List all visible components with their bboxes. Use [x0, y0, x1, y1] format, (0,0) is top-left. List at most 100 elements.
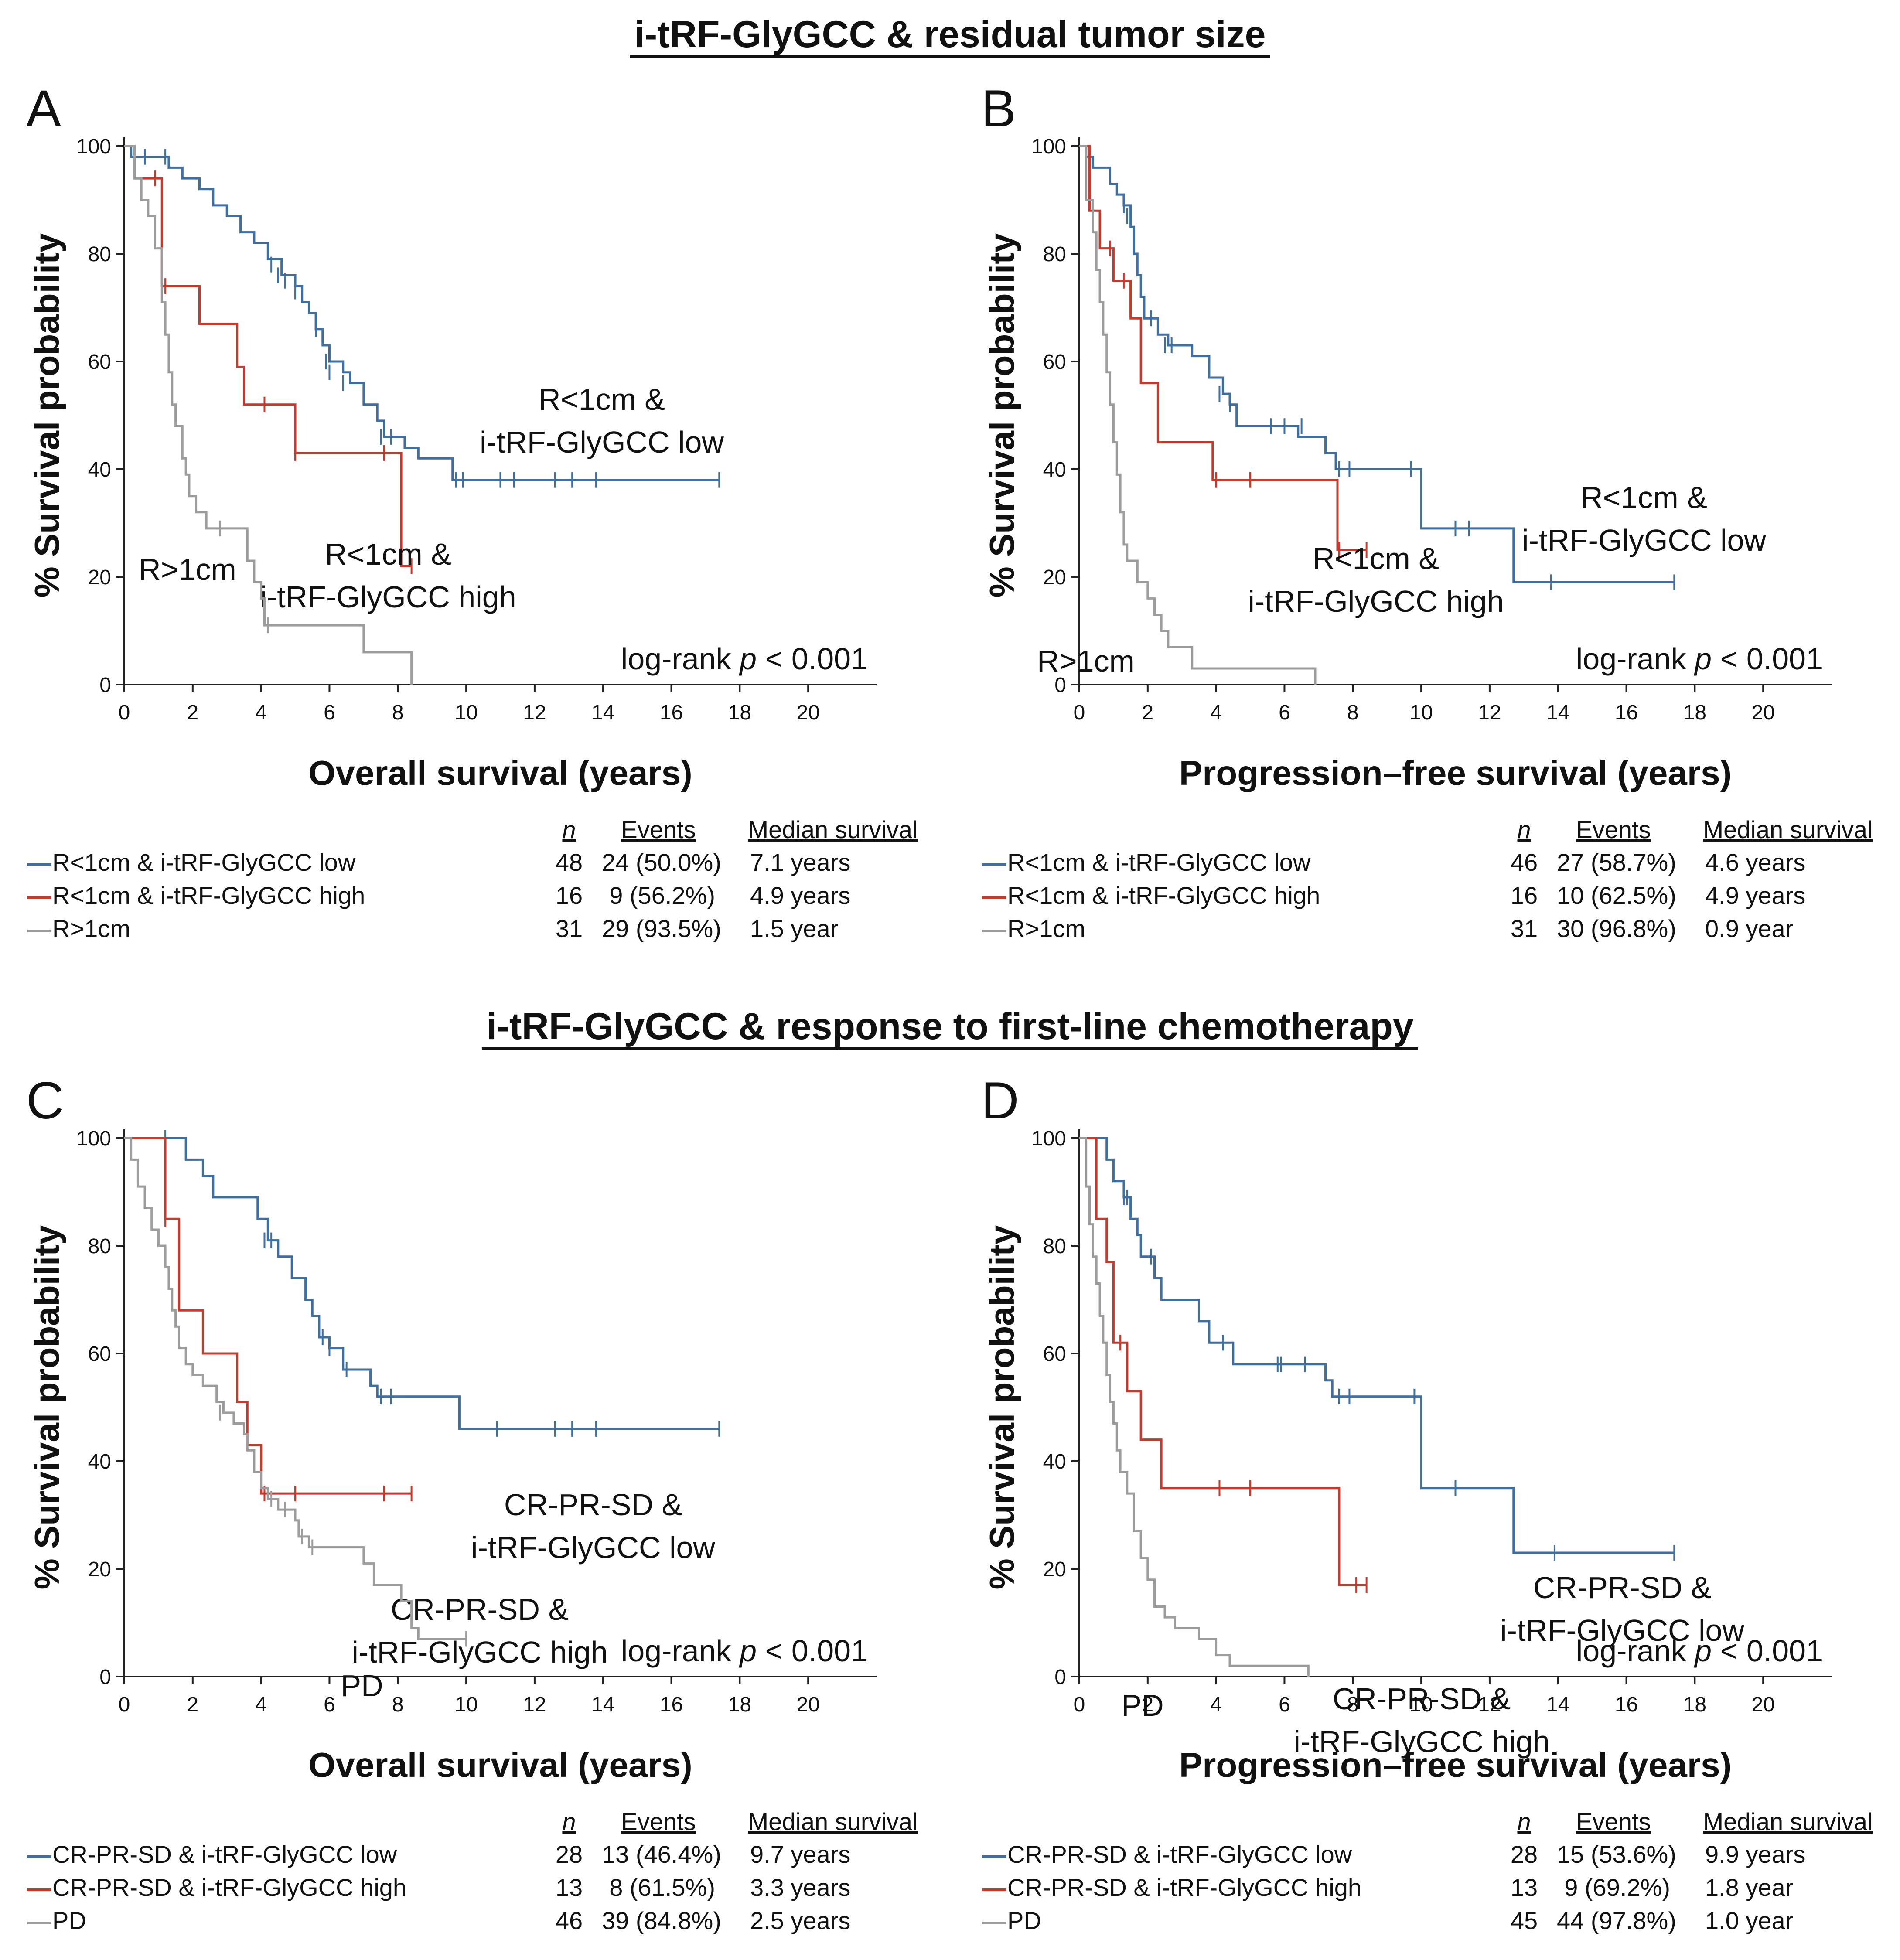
legend-median: 9.9 years	[1705, 1841, 1806, 1868]
x-tick-label: 10	[454, 1693, 478, 1716]
legend-swatch	[982, 896, 1006, 899]
x-tick-label: 12	[1478, 1693, 1501, 1716]
legend-label: R<1cm & i-tRF-GlyGCC low	[1007, 849, 1311, 876]
curve-label: i-tRF-GlyGCC low	[1522, 523, 1766, 557]
curve-label: i-tRF-GlyGCC low	[471, 1531, 715, 1565]
curve-label: PD	[1121, 1688, 1163, 1722]
x-tick-label: 0	[1074, 701, 1085, 724]
x-tick-label: 8	[1347, 1693, 1359, 1716]
x-tick-label: 0	[1074, 1693, 1085, 1716]
curve-label: PD	[341, 1669, 383, 1703]
curve-label: i-tRF-GlyGCC high	[1293, 1725, 1549, 1759]
legend-row: R>1cm 31 29 (93.5%) 1.5 year	[26, 914, 959, 945]
legend-swatch	[27, 1888, 51, 1891]
legend-n: 46	[555, 1907, 583, 1934]
panel-a: A 0 2 4 6 8 10 12 14 16 18 20 0 20 40 60 80 100 Overall s…	[26, 78, 951, 968]
x-tick-label: 2	[1142, 701, 1153, 724]
curve-label: i-tRF-GlyGCC low	[1500, 1613, 1744, 1647]
legend-label: R<1cm & i-tRF-GlyGCC high	[1007, 882, 1320, 909]
legend-n: 31	[1510, 915, 1538, 942]
x-tick-label: 18	[728, 701, 751, 724]
km-curve-blue	[124, 145, 720, 481]
section-title-chemotherapy: i-tRF-GlyGCC & response to first-line ch…	[0, 1005, 1900, 1050]
legend-swatch	[982, 863, 1006, 866]
x-tick-label: 8	[1347, 701, 1359, 724]
x-tick-label: 8	[392, 701, 404, 724]
logrank-p: p	[1694, 642, 1712, 676]
y-tick-label: 20	[88, 566, 111, 589]
legend-row: PD 45 44 (97.8%) 1.0 year	[981, 1906, 1900, 1937]
legend-median: 1.0 year	[1705, 1907, 1794, 1934]
legend-row: R<1cm & i-tRF-GlyGCC low 48 24 (50.0%) 7.1 …	[26, 848, 959, 879]
x-tick-label: 4	[1210, 1693, 1222, 1716]
legend-median: 9.7 years	[750, 1841, 851, 1868]
y-tick-label: 60	[1043, 351, 1066, 374]
y-tick-label: 80	[88, 1235, 111, 1258]
x-tick-label: 20	[796, 701, 819, 724]
logrank-label: log-rank p < 0.001	[1576, 642, 1823, 676]
legend-median: 4.9 years	[1705, 882, 1806, 909]
legend-table-d: n Events Median survival CR-PR-SD & i-tRF-G…	[981, 1807, 1900, 1947]
x-axis-label: Overall survival (years)	[308, 753, 692, 792]
legend-label: R>1cm	[52, 915, 130, 942]
x-tick-label: 16	[660, 701, 683, 724]
x-tick-label: 12	[1478, 701, 1501, 724]
legend-events: 13 (46.4%)	[602, 1841, 721, 1868]
legend-n: 13	[1510, 1874, 1538, 1901]
panel-b: B 0 2 4 6 8 10 12 14 16 18 20 0 20 40 60 80 100 Progressi…	[981, 78, 1900, 968]
legend-n: 28	[555, 1841, 583, 1868]
y-axis-label: % Survival probability	[982, 233, 1021, 597]
x-axis-label: Progression–free survival (years)	[1179, 753, 1732, 792]
legend-label: CR-PR-SD & i-tRF-GlyGCC high	[1007, 1874, 1362, 1901]
legend-events: 10 (62.5%)	[1557, 882, 1676, 909]
legend-header-n: n	[562, 816, 576, 843]
legend-events: 9 (69.2%)	[1564, 1874, 1670, 1901]
x-tick-label: 10	[1409, 1693, 1433, 1716]
x-tick-label: 0	[119, 701, 130, 724]
y-tick-label: 0	[99, 1666, 111, 1689]
y-tick-label: 20	[1043, 566, 1066, 589]
x-tick-label: 12	[523, 701, 546, 724]
legend-n: 31	[555, 915, 583, 942]
km-curve-gray	[124, 1137, 467, 1640]
panel-d: D 0 2 4 6 8 10 12 14 16 18 20 0 20 40 60 80 100 Progressi…	[981, 1070, 1900, 1960]
legend-row: PD 46 39 (84.8%) 2.5 years	[26, 1906, 959, 1937]
logrank-prefix: log-rank	[1576, 642, 1695, 676]
y-tick-label: 40	[88, 458, 111, 481]
curve-label: R<1cm &	[1313, 542, 1439, 576]
logrank-p: p	[739, 1634, 757, 1668]
x-tick-label: 6	[1279, 701, 1290, 724]
curve-label: i-tRF-GlyGCC high	[260, 580, 516, 614]
logrank-value: < 0.001	[1712, 642, 1823, 676]
km-plot-b: 0 2 4 6 8 10 12 14 16 18 20 0 20 40 60 80 100 Progression…	[982, 135, 1832, 792]
legend-header-events: Events	[621, 816, 696, 843]
x-tick-label: 2	[187, 1693, 198, 1716]
legend-swatch	[982, 1922, 1006, 1924]
logrank-value: < 0.001	[757, 642, 868, 676]
x-axis-label: Overall survival (years)	[308, 1745, 692, 1784]
legend-table-c: n Events Median survival CR-PR-SD & i-tRF-G…	[26, 1807, 959, 1947]
y-tick-label: 40	[88, 1450, 111, 1473]
legend-row: CR-PR-SD & i-tRF-GlyGCC low 28 13 (46.4%) 9…	[26, 1840, 959, 1871]
km-curve-blue	[124, 1137, 720, 1430]
curve-label: R<1cm &	[325, 537, 451, 571]
legend-median: 4.9 years	[750, 882, 851, 909]
panel-c: C 0 2 4 6 8 10 12 14 16 18 20 0 20 40 60 80 100 Overall s…	[26, 1070, 951, 1960]
curve-label: i-tRF-GlyGCC high	[1248, 584, 1504, 618]
panel-letter: D	[981, 1071, 1019, 1130]
curve-label: R>1cm	[139, 552, 236, 586]
legend-n: 13	[555, 1874, 583, 1901]
legend-median: 2.5 years	[750, 1907, 851, 1934]
x-tick-label: 12	[523, 1693, 546, 1716]
y-tick-label: 80	[1043, 243, 1066, 266]
legend-events: 30 (96.8%)	[1557, 915, 1676, 942]
legend-label: R<1cm & i-tRF-GlyGCC low	[52, 849, 356, 876]
legend-events: 29 (93.5%)	[602, 915, 721, 942]
curve-label: R<1cm &	[539, 382, 665, 416]
km-curve-blue	[1079, 145, 1675, 583]
km-curve-gray	[1079, 145, 1317, 685]
legend-n: 28	[1510, 1841, 1538, 1868]
legend-label: CR-PR-SD & i-tRF-GlyGCC low	[1007, 1841, 1352, 1868]
legend-row: R<1cm & i-tRF-GlyGCC high 16 9 (56.2%) 4.9 …	[26, 881, 959, 912]
legend-swatch	[27, 930, 51, 932]
